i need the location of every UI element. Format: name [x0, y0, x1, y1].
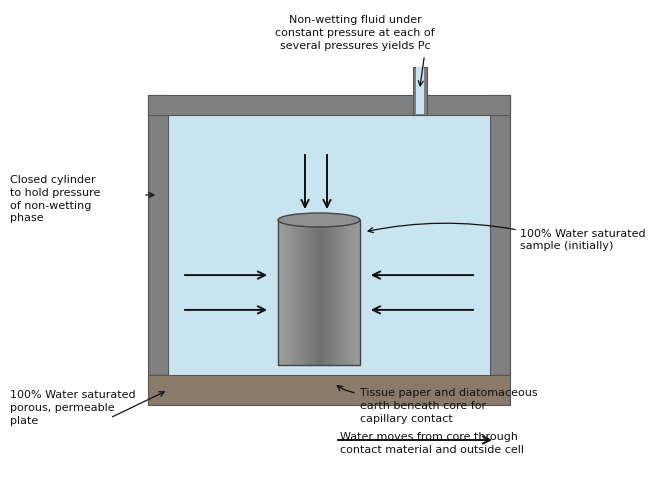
Bar: [327, 220, 330, 365]
Bar: [341, 220, 343, 365]
Bar: [415, 67, 424, 114]
Bar: [346, 220, 349, 365]
Text: Water moves from core through
contact material and outside cell: Water moves from core through contact ma…: [340, 432, 524, 455]
Bar: [281, 220, 283, 365]
Bar: [343, 220, 346, 365]
Bar: [352, 220, 354, 365]
Bar: [168, 115, 490, 375]
Bar: [336, 220, 338, 365]
Bar: [319, 220, 322, 365]
Bar: [286, 220, 289, 365]
Text: Non-wetting fluid under
constant pressure at each of
several pressures yields Pc: Non-wetting fluid under constant pressur…: [275, 15, 435, 51]
Bar: [311, 220, 314, 365]
Bar: [148, 95, 510, 115]
Text: Tissue paper and diatomaceous
earth beneath core for
capillary contact: Tissue paper and diatomaceous earth bene…: [360, 388, 538, 424]
Bar: [338, 220, 341, 365]
Bar: [300, 220, 303, 365]
Bar: [148, 95, 168, 375]
Bar: [357, 220, 360, 365]
Bar: [330, 220, 332, 365]
Bar: [322, 220, 325, 365]
Bar: [354, 220, 357, 365]
Bar: [278, 220, 360, 365]
Bar: [305, 220, 308, 365]
Bar: [303, 220, 305, 365]
Bar: [294, 220, 297, 365]
Text: 100% Water saturated
porous, permeable
plate: 100% Water saturated porous, permeable p…: [10, 390, 135, 426]
Bar: [308, 220, 311, 365]
Bar: [314, 220, 316, 365]
Bar: [283, 220, 286, 365]
Text: Closed cylinder
to hold pressure
of non-wetting
phase: Closed cylinder to hold pressure of non-…: [10, 175, 100, 224]
Text: 100% Water saturated
sample (initially): 100% Water saturated sample (initially): [520, 228, 645, 251]
Bar: [490, 95, 510, 375]
Bar: [292, 220, 294, 365]
Bar: [349, 220, 352, 365]
Bar: [316, 220, 319, 365]
Bar: [325, 220, 327, 365]
Bar: [278, 220, 281, 365]
Bar: [332, 220, 336, 365]
Bar: [289, 220, 292, 365]
Bar: [148, 375, 510, 405]
Bar: [413, 67, 426, 115]
Ellipse shape: [278, 213, 360, 227]
Bar: [297, 220, 300, 365]
